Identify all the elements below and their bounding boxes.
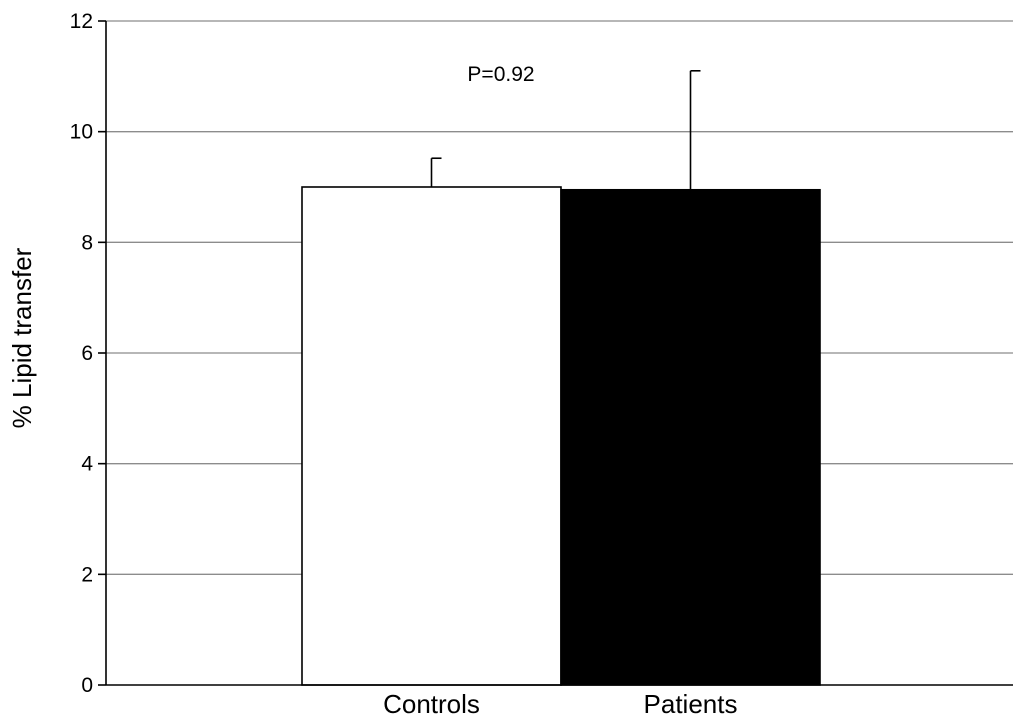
- y-tick-label-10: 10: [70, 121, 93, 144]
- error-bar-controls: [430, 157, 442, 187]
- y-tick-label-0: 0: [81, 674, 93, 697]
- y-axis-label: % Lipid transfer: [7, 247, 37, 428]
- x-category-label-patients: Patients: [644, 689, 738, 719]
- p-value-annotation: P=0.92: [467, 63, 534, 86]
- y-tick-label-2: 2: [81, 563, 93, 586]
- labels: % Lipid transfer P=0.92 0 2 4 6 8 10 12 Control…: [7, 10, 737, 719]
- y-tick-label-12: 12: [70, 10, 93, 33]
- x-category-label-controls: Controls: [383, 689, 480, 719]
- y-tick-label-6: 6: [81, 342, 93, 365]
- y-tick-label-4: 4: [81, 453, 93, 476]
- error-bar-patients: [689, 70, 701, 190]
- y-tick-label-8: 8: [81, 231, 93, 254]
- axes: [98, 20, 1013, 686]
- bar-controls: [301, 186, 562, 686]
- bars: [301, 186, 821, 686]
- error-bars: [430, 70, 701, 190]
- bar-patients: [560, 188, 821, 686]
